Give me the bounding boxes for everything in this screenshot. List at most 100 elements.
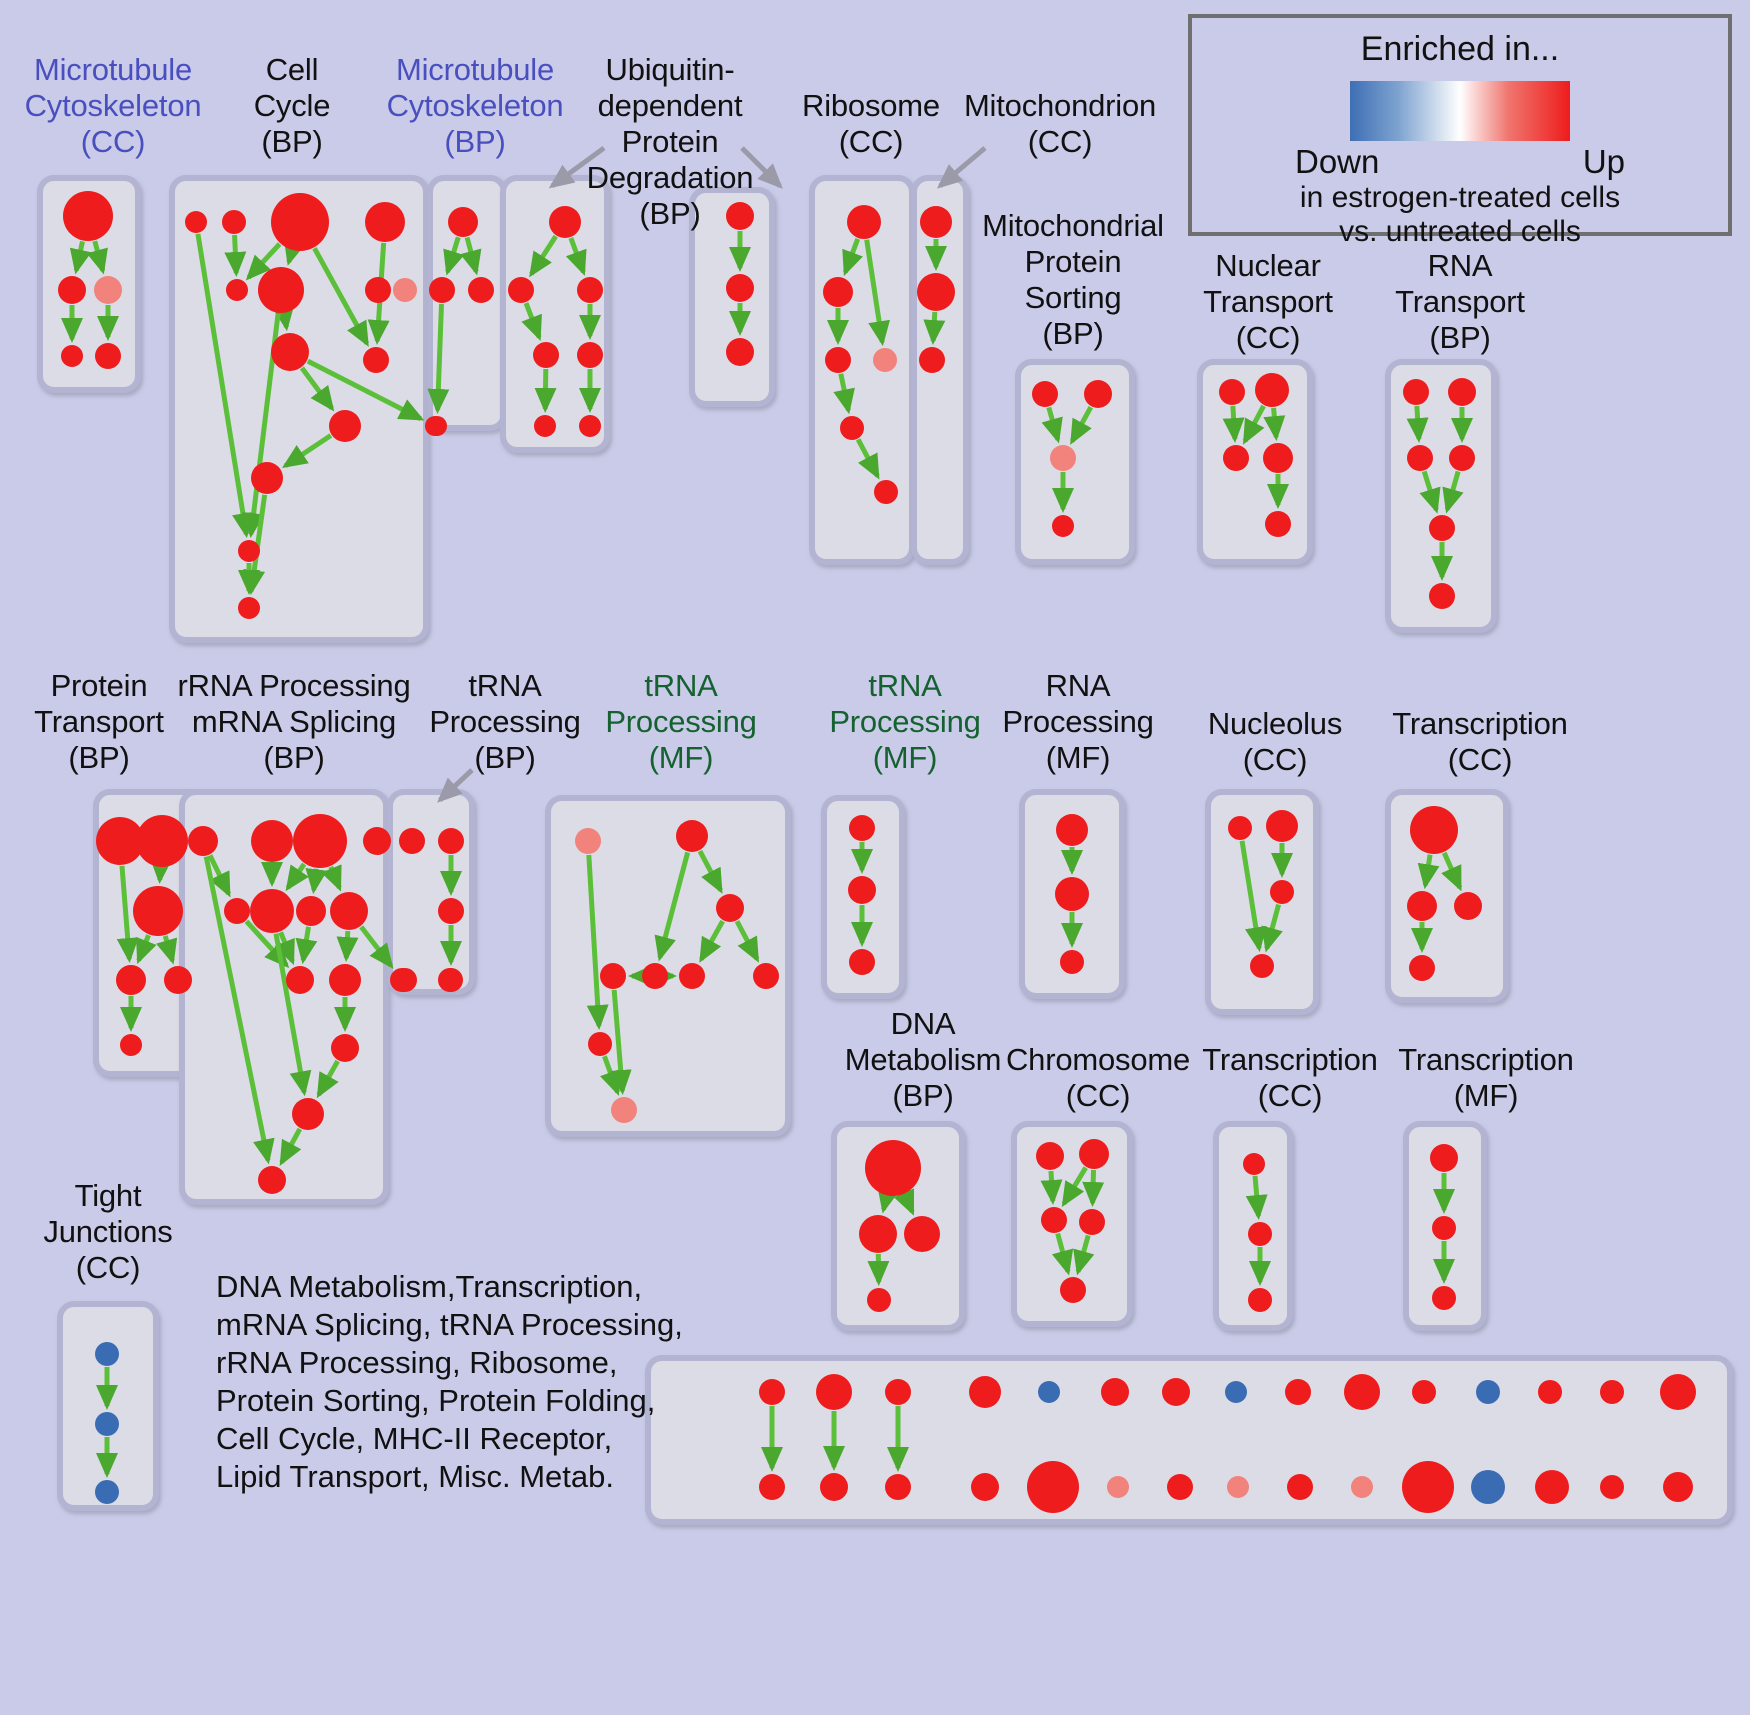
network-node bbox=[1429, 583, 1455, 609]
network-edge bbox=[1406, 405, 1429, 444]
cluster-label-transcription-mf: Transcription (MF) bbox=[1398, 1042, 1574, 1113]
network-edge bbox=[1041, 406, 1063, 444]
network-node bbox=[1270, 880, 1294, 904]
network-edge bbox=[654, 851, 691, 962]
network-node bbox=[588, 1032, 612, 1056]
network-node bbox=[726, 338, 754, 366]
network-node bbox=[533, 342, 559, 368]
network-node bbox=[116, 965, 146, 995]
cluster-label-mitochondrion-cc: Mitochondrion (CC) bbox=[963, 88, 1157, 159]
network-node bbox=[188, 826, 218, 856]
network-node bbox=[1079, 1209, 1105, 1235]
network-node bbox=[969, 1376, 1001, 1408]
network-node bbox=[1052, 515, 1074, 537]
network-node bbox=[1412, 1380, 1436, 1404]
network-node bbox=[759, 1474, 785, 1500]
network-node bbox=[726, 202, 754, 230]
network-node bbox=[1454, 892, 1482, 920]
network-node bbox=[840, 416, 864, 440]
network-edge bbox=[86, 240, 108, 275]
network-edge bbox=[842, 238, 863, 277]
network-edge bbox=[273, 933, 312, 1097]
network-edge bbox=[1069, 405, 1093, 445]
network-node bbox=[185, 211, 207, 233]
network-node bbox=[577, 342, 603, 368]
network-node bbox=[296, 896, 326, 926]
network-edge bbox=[1040, 1170, 1063, 1206]
network-node bbox=[1223, 445, 1249, 471]
network-node bbox=[1600, 1475, 1624, 1499]
network-node bbox=[61, 345, 83, 367]
network-edge bbox=[460, 236, 482, 276]
network-node bbox=[330, 892, 368, 930]
legend-down-label: Down bbox=[1295, 143, 1380, 180]
cluster-label-chromosome-cc: Chromosome (CC) bbox=[1005, 1042, 1191, 1113]
network-node bbox=[1449, 445, 1475, 471]
network-node bbox=[1248, 1222, 1272, 1246]
network-node bbox=[94, 276, 122, 304]
network-edge bbox=[312, 247, 370, 347]
network-node bbox=[579, 415, 601, 437]
network-edge bbox=[281, 433, 333, 469]
network-edge bbox=[336, 930, 359, 963]
cluster-label-rna-processing-mf: RNA Processing (MF) bbox=[1002, 668, 1154, 775]
network-node bbox=[549, 206, 581, 238]
network-edge bbox=[245, 242, 282, 281]
network-node bbox=[885, 1474, 911, 1500]
network-node bbox=[1050, 445, 1076, 471]
network-node bbox=[393, 968, 417, 992]
network-edge bbox=[534, 368, 557, 414]
network-node bbox=[58, 276, 86, 304]
network-node bbox=[600, 963, 626, 989]
network-edge bbox=[359, 925, 394, 969]
pointer-arrow-icon bbox=[437, 768, 474, 803]
network-edge bbox=[203, 856, 275, 1165]
network-node bbox=[825, 347, 851, 373]
network-node bbox=[848, 876, 876, 904]
cluster-label-ribosome-cc: Ribosome (CC) bbox=[802, 88, 940, 159]
network-nodes bbox=[58, 191, 1696, 1513]
network-node bbox=[363, 347, 389, 373]
network-node bbox=[292, 1098, 324, 1130]
network-node bbox=[1084, 380, 1112, 408]
network-node bbox=[429, 277, 455, 303]
network-node bbox=[238, 540, 260, 562]
cluster-label-trna-processing-mf-1: tRNA Processing (MF) bbox=[605, 668, 757, 775]
network-node bbox=[224, 898, 250, 924]
legend-colorbar bbox=[1350, 81, 1570, 141]
network-edge bbox=[833, 373, 855, 415]
network-node bbox=[873, 348, 897, 372]
legend-subtitle-line2: vs. untreated cells bbox=[1339, 215, 1581, 248]
network-edge bbox=[586, 854, 609, 1031]
network-node bbox=[1036, 1142, 1064, 1170]
network-edge bbox=[521, 302, 542, 341]
network-node bbox=[438, 828, 464, 854]
network-node bbox=[816, 1374, 852, 1410]
cluster-label-transcription-cc-top: Transcription (CC) bbox=[1392, 706, 1568, 777]
cluster-label-microtubule-cytoskeleton-cc: Microtubule Cytoskeleton (CC) bbox=[24, 52, 202, 159]
cluster-label-transcription-cc-bottom: Transcription (CC) bbox=[1202, 1042, 1378, 1113]
network-node bbox=[904, 1216, 940, 1252]
network-edge bbox=[295, 926, 318, 965]
network-edge bbox=[699, 919, 725, 963]
pointer-arrow-icon bbox=[936, 146, 987, 189]
network-node bbox=[1055, 877, 1089, 911]
network-node bbox=[468, 277, 494, 303]
network-edge bbox=[195, 233, 254, 539]
network-node bbox=[293, 814, 347, 868]
cluster-label-trna-processing-mf-2: tRNA Processing (MF) bbox=[829, 668, 981, 775]
network-node bbox=[1032, 381, 1058, 407]
network-node bbox=[250, 889, 294, 933]
network-edge bbox=[864, 239, 891, 347]
network-node bbox=[399, 828, 425, 854]
network-node bbox=[820, 1473, 848, 1501]
network-node bbox=[577, 277, 603, 303]
network-node bbox=[1041, 1207, 1067, 1233]
legend-up-label: Up bbox=[1582, 143, 1625, 180]
network-node bbox=[575, 828, 601, 854]
network-edge bbox=[321, 864, 342, 892]
cluster-label-microtubule-cytoskeleton-bp: Microtubule Cytoskeleton (BP) bbox=[386, 52, 564, 159]
network-node bbox=[96, 817, 144, 865]
network-edge bbox=[283, 238, 306, 266]
